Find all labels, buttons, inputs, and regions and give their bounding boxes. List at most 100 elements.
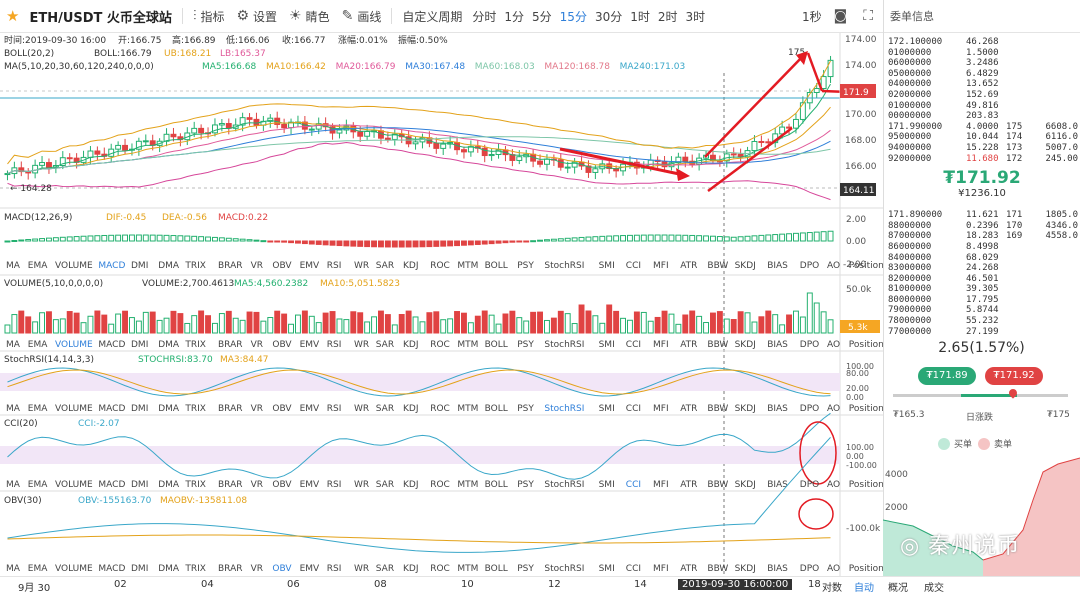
- indicator-tab[interactable]: EMA: [28, 480, 48, 490]
- indicator-tab[interactable]: OBV: [272, 480, 292, 490]
- indicator-tab[interactable]: ATR: [680, 404, 697, 414]
- indicator-tab[interactable]: DMA: [158, 261, 180, 271]
- indicator-tab[interactable]: WR: [354, 261, 369, 271]
- indicator-tab[interactable]: MTM: [457, 261, 478, 271]
- indicator-tab[interactable]: MACD: [98, 480, 125, 490]
- orderbook-row[interactable]: 02000000 152.69: [884, 90, 1080, 101]
- indicator-tab[interactable]: CCI: [626, 480, 641, 490]
- indicator-tabs[interactable]: MA EMA VOLUME MACD DMI DMA TRIX BRAR VR OBV EMV RSI…: [6, 261, 947, 271]
- indicator-tab[interactable]: EMV: [300, 340, 320, 350]
- indicator-tab[interactable]: MA: [6, 404, 21, 414]
- indicator-tab[interactable]: SKDJ: [735, 340, 756, 350]
- indicator-tab[interactable]: BRAR: [218, 480, 242, 490]
- orderbook-row[interactable]: 81000000 39.305: [884, 284, 1080, 295]
- indicator-tab[interactable]: Position: [849, 480, 884, 490]
- indicator-tab[interactable]: ATR: [680, 340, 697, 350]
- indicator-tab[interactable]: VOLUME: [55, 564, 93, 574]
- orderbook-row[interactable]: 82000000 46.501: [884, 274, 1080, 285]
- orderbook-row[interactable]: 95000000 10.044 174 6116.0: [884, 132, 1080, 143]
- period-tab[interactable]: 3时: [682, 0, 710, 33]
- indicator-tab[interactable]: ATR: [680, 564, 697, 574]
- indicator-tab[interactable]: AO: [827, 564, 840, 574]
- indicator-tab[interactable]: RSI: [327, 480, 342, 490]
- indicator-tab[interactable]: Position: [849, 404, 884, 414]
- indicator-tab[interactable]: MA: [6, 564, 21, 574]
- indicator-tab[interactable]: WR: [354, 480, 369, 490]
- indicator-tab[interactable]: MTM: [457, 564, 478, 574]
- indicator-tab[interactable]: WR: [354, 404, 369, 414]
- indicator-tab[interactable]: RSI: [327, 404, 342, 414]
- indicator-tab[interactable]: SMI: [599, 261, 615, 271]
- indicator-tab[interactable]: KDJ: [403, 340, 419, 350]
- indicator-tab[interactable]: RSI: [327, 564, 342, 574]
- indicator-tab[interactable]: OBV: [272, 340, 292, 350]
- indicator-tab[interactable]: SAR: [376, 480, 394, 490]
- indicator-tab[interactable]: SKDJ: [735, 480, 756, 490]
- indicator-tab[interactable]: VR: [251, 404, 263, 414]
- indicator-tab[interactable]: ROC: [430, 340, 450, 350]
- indicator-tab[interactable]: BOLL: [485, 261, 508, 271]
- indicator-tab[interactable]: MA: [6, 261, 21, 271]
- chart-area[interactable]: 时间:2019-09-30 16:00 开:166.75 高:166.89 低:…: [0, 33, 947, 593]
- indicator-tab[interactable]: SAR: [376, 564, 394, 574]
- indicator-tab[interactable]: ROC: [430, 480, 450, 490]
- indicator-tab[interactable]: VR: [251, 564, 263, 574]
- indicator-tab[interactable]: VOLUME: [55, 404, 93, 414]
- indicator-tab[interactable]: VOLUME: [55, 261, 93, 271]
- indicator-tab[interactable]: StochRSI: [544, 261, 584, 271]
- orderbook-row[interactable]: 172.100000 46.268: [884, 37, 1080, 48]
- indicator-tabs[interactable]: MA EMA VOLUME MACD DMI DMA TRIX BRAR VR OBV EMV RSI…: [6, 404, 947, 414]
- orderbook-row[interactable]: 79000000 5.8744: [884, 305, 1080, 316]
- screenshot-button[interactable]: ◙: [828, 0, 858, 33]
- indicator-tab[interactable]: OBV: [272, 404, 292, 414]
- indicator-tab[interactable]: SAR: [376, 340, 394, 350]
- indicator-tab[interactable]: PSY: [517, 261, 534, 271]
- indicator-tab[interactable]: SMI: [599, 340, 615, 350]
- indicator-tab[interactable]: TRIX: [184, 404, 206, 414]
- trades-tab[interactable]: 成交: [924, 583, 944, 594]
- indicator-tab[interactable]: TRIX: [184, 480, 206, 490]
- indicator-tab[interactable]: StochRSI: [544, 564, 584, 574]
- indicator-tab[interactable]: MTM: [457, 480, 478, 490]
- orderbook-row[interactable]: 78000000 55.232: [884, 316, 1080, 327]
- period-tab[interactable]: 30分: [591, 0, 626, 33]
- indicator-tab[interactable]: BOLL: [485, 340, 508, 350]
- indicator-tab[interactable]: EMV: [300, 261, 320, 271]
- orderbook-row[interactable]: 92000000 11.680 172 245.00: [884, 154, 1080, 165]
- indicator-tab[interactable]: VR: [251, 340, 263, 350]
- period-tab[interactable]: 分时: [468, 0, 500, 33]
- indicator-tab[interactable]: BIAS: [767, 261, 788, 271]
- indicator-tab[interactable]: PSY: [517, 340, 534, 350]
- orderbook-row[interactable]: 04000000 13.652: [884, 79, 1080, 90]
- indicator-tab[interactable]: MFI: [653, 340, 669, 350]
- indicator-tab[interactable]: BBW: [707, 261, 728, 271]
- orderbook-row[interactable]: 86000000 8.4998: [884, 242, 1080, 253]
- indicator-tabs[interactable]: MA EMA VOLUME MACD DMI DMA TRIX BRAR VR OBV EMV RSI…: [6, 340, 947, 350]
- indicator-tab[interactable]: ROC: [430, 404, 450, 414]
- indicator-tab[interactable]: DPO: [800, 564, 819, 574]
- indicator-tab[interactable]: MFI: [653, 404, 669, 414]
- indicator-tab[interactable]: TRIX: [184, 261, 206, 271]
- indicator-tab[interactable]: EMA: [28, 261, 48, 271]
- draw-button[interactable]: ✎ 画线: [336, 0, 388, 33]
- chart-svg[interactable]: 时间:2019-09-30 16:00 开:166.75 高:166.89 低:…: [0, 33, 947, 593]
- indicator-tab[interactable]: CCI: [626, 340, 641, 350]
- indicator-tab[interactable]: AO: [827, 404, 840, 414]
- indicator-tab[interactable]: Position: [849, 340, 884, 350]
- orderbook-row[interactable]: 94000000 15.228 173 5007.0: [884, 143, 1080, 154]
- theme-button[interactable]: ☀ 睛色: [283, 0, 336, 33]
- indicator-tab[interactable]: StochRSI: [544, 480, 584, 490]
- indicator-tab[interactable]: KDJ: [403, 480, 419, 490]
- orderbook-row[interactable]: 01000000 49.816: [884, 101, 1080, 112]
- indicator-tabs[interactable]: MA EMA VOLUME MACD DMI DMA TRIX BRAR VR OBV EMV RSI…: [6, 564, 947, 574]
- indicator-tab[interactable]: BIAS: [767, 340, 788, 350]
- indicator-tab[interactable]: BOLL: [485, 404, 508, 414]
- indicator-tab[interactable]: DMA: [158, 340, 180, 350]
- indicator-tab[interactable]: WR: [354, 340, 369, 350]
- indicator-tab[interactable]: VOLUME: [55, 340, 93, 350]
- indicator-tab[interactable]: ATR: [680, 480, 697, 490]
- indicator-tab[interactable]: VOLUME: [55, 480, 93, 490]
- orderbook-row[interactable]: 171.990000 4.0000 175 6608.0: [884, 122, 1080, 133]
- indicator-tab[interactable]: StochRSI: [544, 404, 584, 414]
- fullscreen-button[interactable]: ⛶: [857, 0, 883, 33]
